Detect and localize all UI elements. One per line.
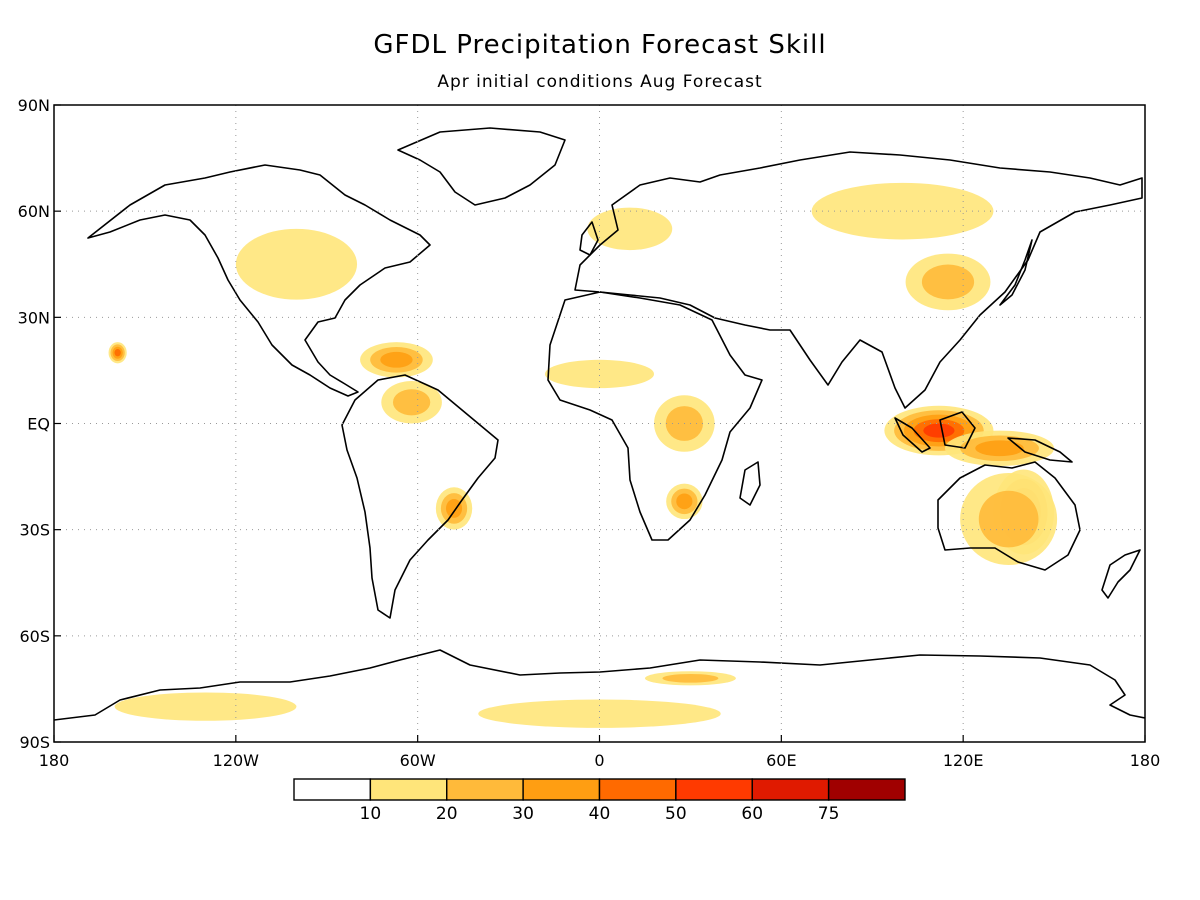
colorbar: 10 20 30 40 50 60 75	[293, 778, 906, 824]
colorbar-swatch	[522, 778, 601, 801]
skill-region-3-level-2	[978, 490, 1039, 548]
coastline-layer	[54, 127, 1145, 721]
coastline-north-america	[87, 164, 431, 397]
skill-region-0-level-5	[923, 423, 955, 438]
coastline-new-guinea	[1007, 437, 1073, 463]
coastline-antarctica	[54, 649, 1145, 721]
skill-region-10-level-1	[544, 359, 655, 389]
lat-tick-label: 30N	[18, 308, 50, 327]
coastline-australia	[937, 461, 1081, 571]
skill-region-15-level-1	[114, 692, 297, 721]
lat-tick-label: 90S	[19, 733, 50, 752]
coastline-south-america	[341, 374, 499, 619]
skill-region-12-level-2	[921, 264, 975, 300]
skill-region-13-level-1	[587, 207, 673, 251]
coastline-new-zealand	[1101, 549, 1141, 599]
colorbar-label: 10	[360, 804, 382, 824]
colorbar-label: 60	[741, 804, 763, 824]
colorbar-swatch	[675, 778, 753, 801]
lon-tick-label: 180	[1130, 751, 1161, 770]
coastline-japan	[999, 239, 1033, 306]
colorbar-label: 50	[665, 804, 687, 824]
coastline-eurasia	[574, 151, 1143, 409]
chart-subtitle: Apr initial conditions Aug Forecast	[437, 72, 762, 92]
colorbar-label: 20	[436, 804, 458, 824]
lon-tick-label: 0	[594, 751, 604, 770]
skill-region-17-level-2	[662, 673, 719, 683]
lon-tick-label: 60E	[766, 751, 796, 770]
map-area	[53, 104, 1146, 743]
coastline-borneo	[939, 411, 976, 449]
graticule-layer	[54, 105, 1145, 742]
lat-tick-label: 90N	[18, 96, 50, 115]
skill-region-7-level-3	[445, 498, 463, 518]
skill-region-4-level-3	[380, 351, 413, 368]
longitude-tick-labels: 180 120W 60W 0 60E 120E 180	[39, 735, 1161, 770]
coastline-greenland	[397, 127, 566, 206]
colorbar-label: 30	[512, 804, 534, 824]
lat-tick-label: 60S	[19, 627, 50, 646]
colorbar-swatch	[598, 778, 677, 801]
skill-region-16-level-1	[478, 699, 721, 728]
skill-region-1-level-3	[975, 440, 1024, 457]
coastline-africa	[547, 291, 763, 541]
skill-region-6-level-4	[114, 349, 121, 357]
lat-tick-label: 30S	[19, 521, 50, 540]
lon-tick-label: 120E	[943, 751, 984, 770]
colorbar-swatch	[293, 778, 372, 801]
lon-tick-label: 60W	[400, 751, 436, 770]
lon-tick-label: 120W	[213, 751, 260, 770]
colorbar-swatch	[827, 778, 906, 801]
colorbar-swatch	[751, 778, 830, 801]
colorbar-label: 40	[589, 804, 611, 824]
coastline-madagascar	[739, 461, 761, 506]
skill-region-9-level-3	[676, 493, 693, 510]
lat-tick-label: 60N	[18, 202, 50, 221]
coastline-sumatra	[894, 417, 931, 453]
lat-tick-label: EQ	[27, 415, 50, 434]
skill-shading-layer	[108, 182, 1058, 728]
latitude-tick-labels: 90N 60N 30N EQ 30S 60S 90S	[18, 96, 61, 752]
colorbar-swatch	[446, 778, 524, 801]
chart-title: GFDL Precipitation Forecast Skill	[373, 30, 826, 60]
skill-region-11-level-1	[811, 182, 994, 240]
skill-region-14-level-1	[235, 228, 358, 300]
coastline-britain	[579, 221, 599, 256]
lon-tick-label: 180	[39, 751, 70, 770]
skill-region-5-level-2	[392, 389, 431, 416]
colorbar-swatch	[369, 778, 448, 801]
colorbar-label: 75	[818, 804, 840, 824]
